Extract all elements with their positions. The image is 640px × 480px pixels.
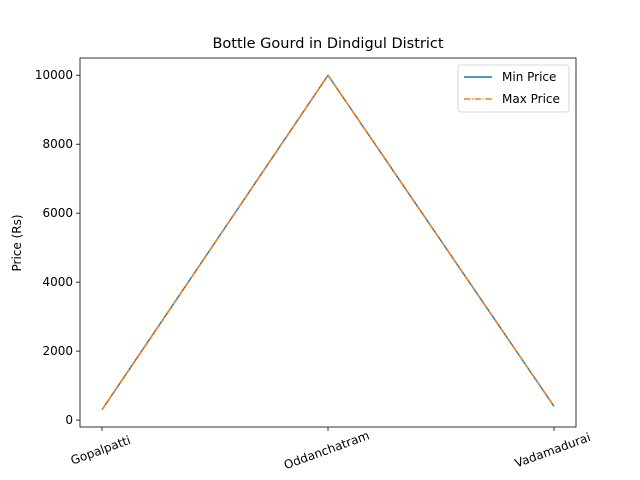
y-tick-label: 0 xyxy=(65,413,73,427)
legend: Min Price Max Price xyxy=(457,64,570,113)
y-axis-label: Price (Rs) xyxy=(10,214,24,271)
legend-entry: Max Price xyxy=(502,92,560,106)
chart-title: Bottle Gourd in Dindigul District xyxy=(212,36,443,52)
y-tick-label: 2000 xyxy=(42,344,73,358)
y-tick-label: 8000 xyxy=(42,137,73,151)
series-line-1 xyxy=(101,74,555,411)
legend-entry: Min Price xyxy=(502,70,556,84)
plot-frame xyxy=(79,57,577,428)
y-tick-label: 4000 xyxy=(42,275,73,289)
y-tick-label: 10000 xyxy=(35,68,73,82)
y-tick-label: 6000 xyxy=(42,206,73,220)
